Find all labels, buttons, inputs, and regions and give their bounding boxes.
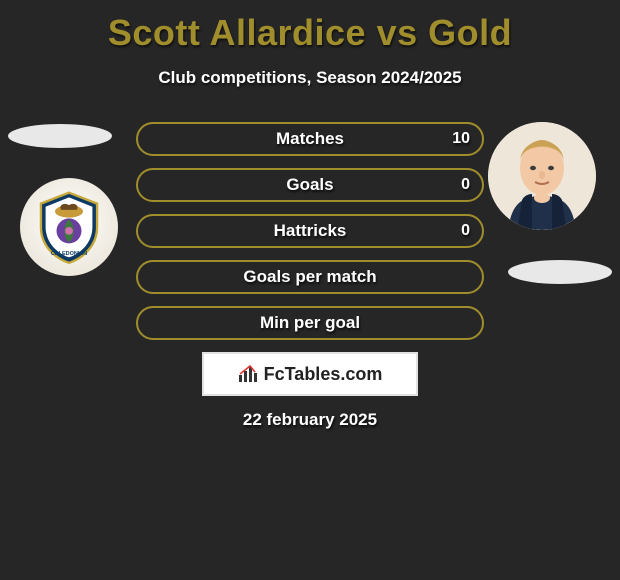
stat-label: Matches	[276, 129, 344, 149]
placeholder-ellipse-left	[8, 124, 112, 148]
brand-text: FcTables.com	[264, 364, 383, 385]
stat-row-min-per-goal: Min per goal	[136, 306, 484, 340]
date-text: 22 february 2025	[0, 410, 620, 430]
bar-chart-icon	[238, 365, 258, 383]
stat-row-goals: Goals 0	[136, 168, 484, 202]
stat-label: Goals	[286, 175, 333, 195]
placeholder-ellipse-right	[508, 260, 612, 284]
stat-row-matches: Matches 10	[136, 122, 484, 156]
title-player: Scott Allardice	[108, 12, 377, 53]
stat-value-right: 0	[461, 176, 470, 194]
club-crest-icon: CALEDONIAN	[20, 178, 118, 276]
stat-value-right: 0	[461, 222, 470, 240]
stat-row-goals-per-match: Goals per match	[136, 260, 484, 294]
page-title: Scott Allardice vs Gold	[0, 0, 620, 54]
stat-value-right: 10	[452, 130, 470, 148]
title-opponent: Gold	[418, 12, 513, 53]
subtitle: Club competitions, Season 2024/2025	[0, 68, 620, 88]
player-avatar-icon	[488, 122, 596, 230]
stat-label: Min per goal	[260, 313, 360, 333]
stat-row-hattricks: Hattricks 0	[136, 214, 484, 248]
brand-badge[interactable]: FcTables.com	[202, 352, 418, 396]
title-vs: vs	[377, 12, 418, 53]
stat-label: Hattricks	[274, 221, 347, 241]
svg-text:CALEDONIAN: CALEDONIAN	[51, 251, 87, 257]
stat-label: Goals per match	[243, 267, 376, 287]
